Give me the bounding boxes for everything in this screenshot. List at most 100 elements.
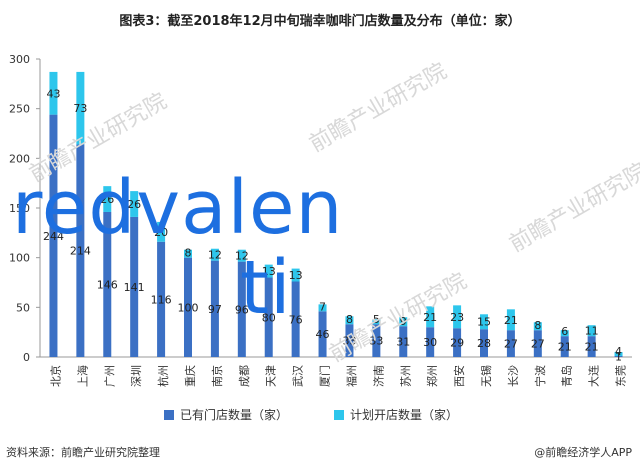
bar-existing-4 [157,241,166,357]
data-label-existing: 33 [342,335,356,348]
y-tick-label: 250 [9,103,30,116]
data-label-planned: 8 [346,313,353,326]
bar-existing-2 [103,211,112,357]
bar-existing-17 [506,330,515,357]
x-tick-label: 郑州 [425,365,439,387]
data-label-planned: 21 [504,314,518,327]
bar-existing-0 [49,114,58,357]
bar-planned-3 [130,191,139,217]
data-label-existing: 1 [615,351,622,364]
x-tick-label: 西安 [452,365,466,387]
data-label-planned: 8 [185,247,192,260]
data-label-existing: 27 [504,338,518,351]
bar-planned-9 [291,268,300,282]
x-tick-label: 福州 [344,365,358,387]
x-tick-label: 天津 [265,365,278,387]
data-label-planned: 15 [477,316,491,329]
x-tick-label: 重庆 [183,365,197,387]
x-tick-label: 大连 [587,365,601,387]
y-tick-label: 150 [9,202,30,215]
bar-planned-15 [453,305,462,329]
bar-existing-16 [480,329,488,357]
y-tick-label: 100 [9,252,30,265]
x-tick-label: 广州 [103,365,116,387]
data-label-planned: 23 [450,311,464,324]
data-label-planned: 11 [585,325,599,338]
legend-label-planned: 计划开店数量（家） [350,407,458,422]
data-label-existing: 33 [369,335,383,348]
data-label-existing: 141 [124,281,145,294]
overlay-text: redvalen ti [12,168,343,328]
data-label-existing: 146 [97,278,118,291]
bar-planned-8 [264,264,273,278]
data-label-existing: 244 [43,230,64,243]
bar-existing-21 [614,356,623,357]
data-label-existing: 21 [585,341,599,354]
bar-existing-18 [533,330,542,357]
x-tick-label: 深圳 [130,365,143,387]
bar-planned-1 [76,71,85,145]
data-label-planned: 26 [127,198,141,211]
bar-planned-5 [184,249,192,258]
data-label-existing: 27 [531,338,545,351]
x-tick-label: 苏州 [399,365,412,387]
x-tick-label: 上海 [75,365,89,387]
x-tick-label: 厦门 [318,365,332,387]
legend-swatch-existing [164,410,174,420]
x-tick-label: 成都 [238,365,251,387]
x-tick-label: 东莞 [615,365,628,387]
data-label-planned: 12 [208,249,222,262]
x-tick-label: 无锡 [479,365,493,387]
bar-existing-11 [345,324,354,357]
bar-planned-16 [480,314,488,330]
bar-existing-14 [426,327,435,357]
chart-title: 图表3：截至2018年12月中旬瑞幸咖啡门店数量及分布（单位：家） [119,14,521,29]
bar-planned-12 [372,319,381,325]
bar-planned-10 [318,304,327,312]
bar-existing-9 [291,281,300,357]
data-label-existing: 80 [262,311,276,324]
bar-existing-5 [184,257,192,357]
bar-existing-3 [130,216,139,357]
data-label-planned: 20 [154,226,168,239]
data-label-planned: 9 [400,315,407,328]
data-label-existing: 97 [208,303,222,316]
data-label-existing: 46 [316,328,330,341]
data-label-existing: 30 [423,336,437,349]
bar-existing-12 [372,324,381,357]
bar-existing-20 [587,336,596,357]
bar-planned-14 [426,306,435,328]
data-label-planned: 43 [46,87,60,100]
bar-existing-19 [560,336,569,357]
data-label-planned: 13 [262,265,276,278]
data-label-planned: 26 [100,193,114,206]
bar-planned-4 [157,221,166,242]
data-label-planned: 6 [561,325,568,338]
data-label-existing: 29 [450,337,464,350]
data-label-planned: 5 [373,313,380,326]
data-label-existing: 100 [178,301,199,314]
x-tick-label: 南京 [210,365,224,387]
x-tick-label: 武汉 [292,365,305,387]
legend-label-existing: 已有门店数量（家） [180,407,288,422]
bar-planned-18 [533,322,542,331]
x-tick-label: 宁波 [533,365,547,387]
x-tick-label: 杭州 [156,365,170,387]
data-label-planned: 12 [235,250,249,263]
brand-credit: @前瞻经济学人APP [534,446,632,459]
overlay-text-line-1: redvalen [12,165,344,251]
data-label-existing: 21 [558,341,572,354]
bar-existing-15 [453,328,462,357]
bar-planned-17 [506,309,515,331]
bar-existing-10 [318,311,327,357]
y-tick-label: 0 [23,351,30,364]
data-label-existing: 96 [235,303,249,316]
x-tick-label: 济南 [371,365,385,387]
bar-existing-6 [210,260,219,357]
bar-planned-11 [345,316,354,325]
data-label-planned: 13 [289,269,303,282]
bar-planned-19 [560,330,569,337]
bar-planned-6 [210,248,219,261]
data-label-existing: 31 [396,336,410,349]
legend-swatch-planned [334,410,344,420]
